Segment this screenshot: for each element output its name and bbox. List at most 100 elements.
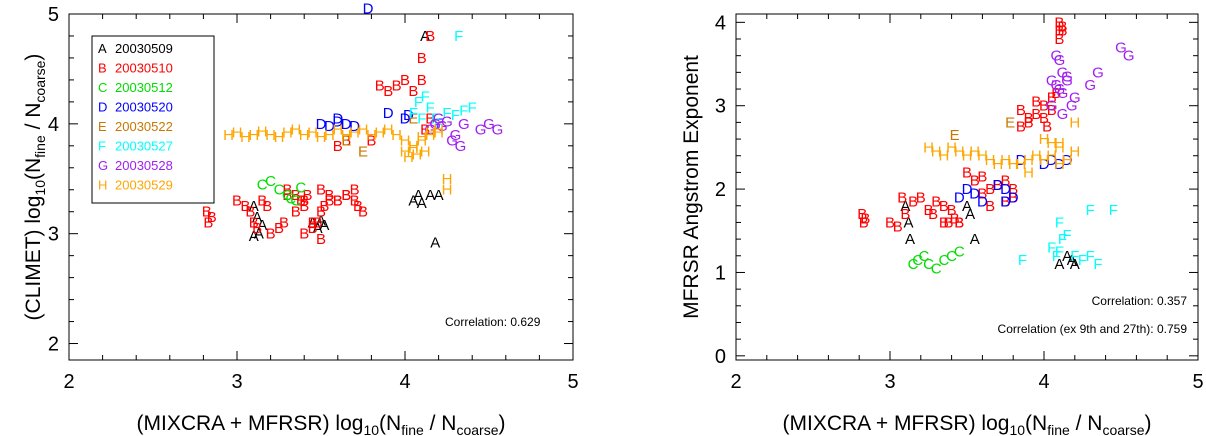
- data-point-b: B: [425, 28, 435, 45]
- x-tick-label: 5: [567, 371, 578, 393]
- data-point-g: G: [424, 121, 436, 138]
- data-point-f: F: [426, 99, 435, 116]
- data-point-b: B: [1054, 31, 1064, 48]
- right-correlation-text-2: Correlation (ex 9th and 27th): 0.759: [998, 322, 1188, 336]
- data-point-a: A: [252, 209, 262, 226]
- x-tick-label: 2: [63, 371, 74, 393]
- data-point-d: D: [363, 1, 374, 18]
- data-point-b: B: [897, 189, 907, 206]
- x-tick-label: 2: [730, 371, 741, 393]
- data-point-a: A: [903, 214, 913, 231]
- legend-letter: A: [98, 41, 107, 56]
- data-point-b: B: [207, 209, 217, 226]
- data-point-c: C: [918, 248, 929, 265]
- data-point-h: H: [946, 139, 957, 156]
- data-point-h: H: [1000, 152, 1011, 169]
- data-point-d: D: [977, 194, 988, 211]
- data-point-d: D: [1015, 152, 1026, 169]
- data-point-h: H: [1008, 156, 1019, 173]
- data-point-d: D: [1000, 194, 1011, 211]
- legend-date: 20030529: [115, 178, 173, 193]
- legend-date: 20030509: [115, 41, 173, 56]
- data-point-b: B: [916, 189, 926, 206]
- legend-letter: B: [98, 61, 107, 76]
- data-point-f: F: [421, 88, 430, 105]
- data-point-b: B: [1000, 173, 1010, 190]
- data-point-c: C: [282, 187, 293, 204]
- legend-box: [91, 35, 215, 204]
- data-point-g: G: [1050, 77, 1062, 94]
- data-point-h: H: [1054, 156, 1065, 173]
- data-point-b: B: [860, 210, 870, 227]
- data-point-h: H: [1054, 139, 1065, 156]
- data-point-c: C: [257, 176, 268, 193]
- data-point-c: C: [931, 260, 942, 277]
- data-point-b: B: [319, 198, 329, 215]
- data-point-h: H: [1039, 152, 1050, 169]
- data-point-h: H: [1023, 152, 1034, 169]
- data-point-c: C: [954, 244, 965, 261]
- data-point-b: B: [316, 231, 326, 248]
- data-point-c: C: [938, 252, 949, 269]
- left-x-axis-title: (MIXCRA + MFRSR) log10(Nfine / Ncoarse): [137, 412, 506, 436]
- right-axis-ticks: 2 3 4 5 0 1 2 3 4: [715, 12, 1204, 393]
- data-point-b: B: [240, 198, 250, 215]
- data-point-a: A: [1054, 256, 1064, 273]
- data-point-h: H: [232, 125, 243, 142]
- left-plot-frame: [68, 13, 574, 361]
- data-point-h: H: [1069, 144, 1080, 161]
- data-point-g: G: [1057, 64, 1069, 81]
- data-point-d: D: [1054, 156, 1065, 173]
- data-point-b: B: [375, 77, 385, 94]
- data-point-g: G: [436, 118, 448, 135]
- data-point-h: H: [332, 121, 343, 138]
- data-point-h: H: [442, 182, 453, 199]
- y-tick-label: 3: [48, 224, 59, 246]
- data-point-e: E: [408, 110, 418, 127]
- data-point-f: F: [434, 116, 443, 133]
- data-point-b: B: [420, 121, 430, 138]
- data-point-b: B: [977, 169, 987, 186]
- data-point-b: B: [262, 198, 272, 215]
- data-point-g: G: [429, 116, 441, 133]
- data-point-h: H: [349, 125, 360, 142]
- data-point-e: E: [358, 143, 368, 160]
- data-point-h: H: [358, 121, 369, 138]
- data-point-b: B: [316, 182, 326, 199]
- data-point-h: H: [408, 140, 419, 157]
- data-point-h: H: [240, 129, 251, 146]
- data-point-f: F: [1058, 231, 1067, 248]
- data-point-h: H: [442, 171, 453, 188]
- data-point-b: B: [303, 187, 313, 204]
- legend-letter: E: [98, 119, 107, 134]
- data-point-b: B: [1039, 98, 1049, 115]
- data-point-g: G: [1057, 85, 1069, 102]
- left-scatter-points: AAAAAAAAAAAAAAAABBBBBBBBBBBBBBBBBBBBBBBB…: [202, 1, 503, 252]
- data-point-f: F: [1093, 256, 1102, 273]
- data-point-b: B: [252, 220, 262, 237]
- data-point-h: H: [1062, 152, 1073, 169]
- x-tick-label: 3: [231, 371, 242, 393]
- data-point-b: B: [341, 187, 351, 204]
- data-point-a: A: [257, 217, 267, 234]
- data-point-d: D: [341, 116, 352, 133]
- data-point-d: D: [992, 177, 1003, 194]
- data-point-b: B: [985, 181, 995, 198]
- data-point-b: B: [249, 215, 259, 232]
- data-point-a: A: [434, 187, 444, 204]
- data-point-b: B: [408, 83, 418, 100]
- data-point-h: H: [1069, 114, 1080, 131]
- data-point-g: G: [1061, 69, 1073, 86]
- data-point-h: H: [992, 156, 1003, 173]
- data-point-h: H: [420, 143, 431, 160]
- data-point-g: G: [1057, 106, 1069, 123]
- data-point-g: G: [483, 116, 495, 133]
- data-point-g: G: [1084, 77, 1096, 94]
- data-point-f: F: [409, 105, 418, 122]
- left-legend: A 20030509 B 20030510 C 20030512 D 20030520 E 200…: [91, 35, 215, 204]
- legend-letter: G: [98, 158, 108, 173]
- x-tick-label: 4: [399, 371, 410, 393]
- right-x-axis-title: (MIXCRA + MFRSR) log10(Nfine / Ncoarse): [783, 412, 1152, 436]
